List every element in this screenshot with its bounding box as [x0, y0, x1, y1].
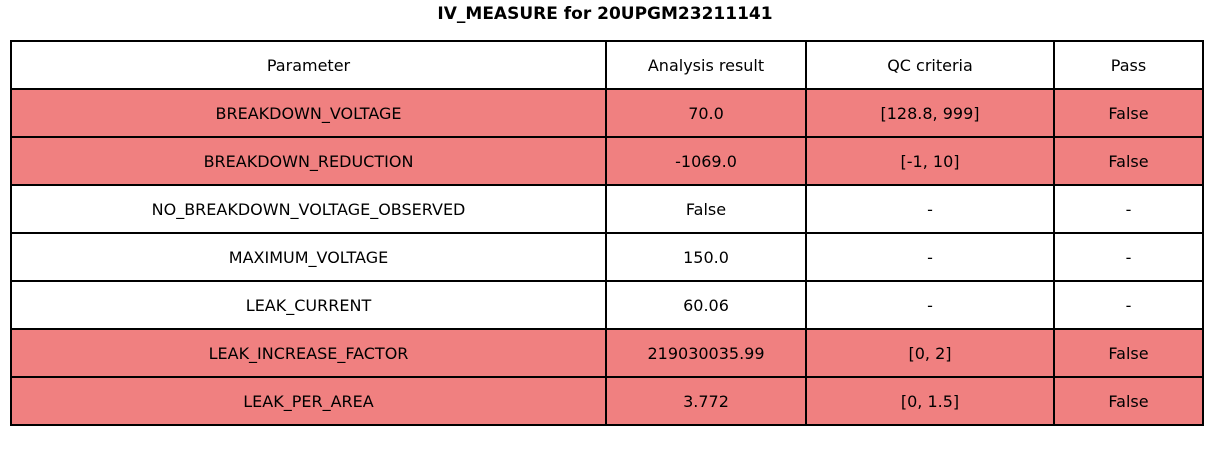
cell-qc-criteria: - [805, 184, 1055, 234]
cell-pass: - [1053, 184, 1204, 234]
table-row: BREAKDOWN_REDUCTION -1069.0 [-1, 10] Fal… [10, 136, 1204, 186]
cell-analysis-result: 150.0 [605, 232, 807, 282]
cell-parameter: BREAKDOWN_VOLTAGE [10, 88, 607, 138]
cell-parameter: LEAK_CURRENT [10, 280, 607, 330]
table-row: LEAK_PER_AREA 3.772 [0, 1.5] False [10, 376, 1204, 426]
table-header-row: Parameter Analysis result QC criteria Pa… [10, 40, 1204, 90]
cell-analysis-result: 219030035.99 [605, 328, 807, 378]
cell-qc-criteria: - [805, 232, 1055, 282]
column-header-qc-criteria: QC criteria [805, 40, 1055, 90]
cell-qc-criteria: [0, 1.5] [805, 376, 1055, 426]
cell-analysis-result: 70.0 [605, 88, 807, 138]
qc-results-table: Parameter Analysis result QC criteria Pa… [10, 40, 1204, 426]
cell-qc-criteria: [128.8, 999] [805, 88, 1055, 138]
cell-parameter: LEAK_PER_AREA [10, 376, 607, 426]
table-row: LEAK_INCREASE_FACTOR 219030035.99 [0, 2]… [10, 328, 1204, 378]
cell-analysis-result: False [605, 184, 807, 234]
cell-parameter: NO_BREAKDOWN_VOLTAGE_OBSERVED [10, 184, 607, 234]
cell-qc-criteria: - [805, 280, 1055, 330]
column-header-analysis-result: Analysis result [605, 40, 807, 90]
cell-pass: False [1053, 328, 1204, 378]
cell-parameter: LEAK_INCREASE_FACTOR [10, 328, 607, 378]
table-body: Parameter Analysis result QC criteria Pa… [10, 40, 1204, 426]
cell-qc-criteria: [-1, 10] [805, 136, 1055, 186]
cell-qc-criteria: [0, 2] [805, 328, 1055, 378]
cell-analysis-result: 60.06 [605, 280, 807, 330]
cell-pass: - [1053, 280, 1204, 330]
table-row: LEAK_CURRENT 60.06 - - [10, 280, 1204, 330]
cell-pass: - [1053, 232, 1204, 282]
cell-parameter: MAXIMUM_VOLTAGE [10, 232, 607, 282]
cell-analysis-result: -1069.0 [605, 136, 807, 186]
page-title: IV_MEASURE for 20UPGM23211141 [437, 4, 773, 24]
column-header-pass: Pass [1053, 40, 1204, 90]
table-row: MAXIMUM_VOLTAGE 150.0 - - [10, 232, 1204, 282]
cell-analysis-result: 3.772 [605, 376, 807, 426]
table-row: BREAKDOWN_VOLTAGE 70.0 [128.8, 999] Fals… [10, 88, 1204, 138]
cell-pass: False [1053, 136, 1204, 186]
cell-parameter: BREAKDOWN_REDUCTION [10, 136, 607, 186]
column-header-parameter: Parameter [10, 40, 607, 90]
table-row: NO_BREAKDOWN_VOLTAGE_OBSERVED False - - [10, 184, 1204, 234]
cell-pass: False [1053, 376, 1204, 426]
cell-pass: False [1053, 88, 1204, 138]
